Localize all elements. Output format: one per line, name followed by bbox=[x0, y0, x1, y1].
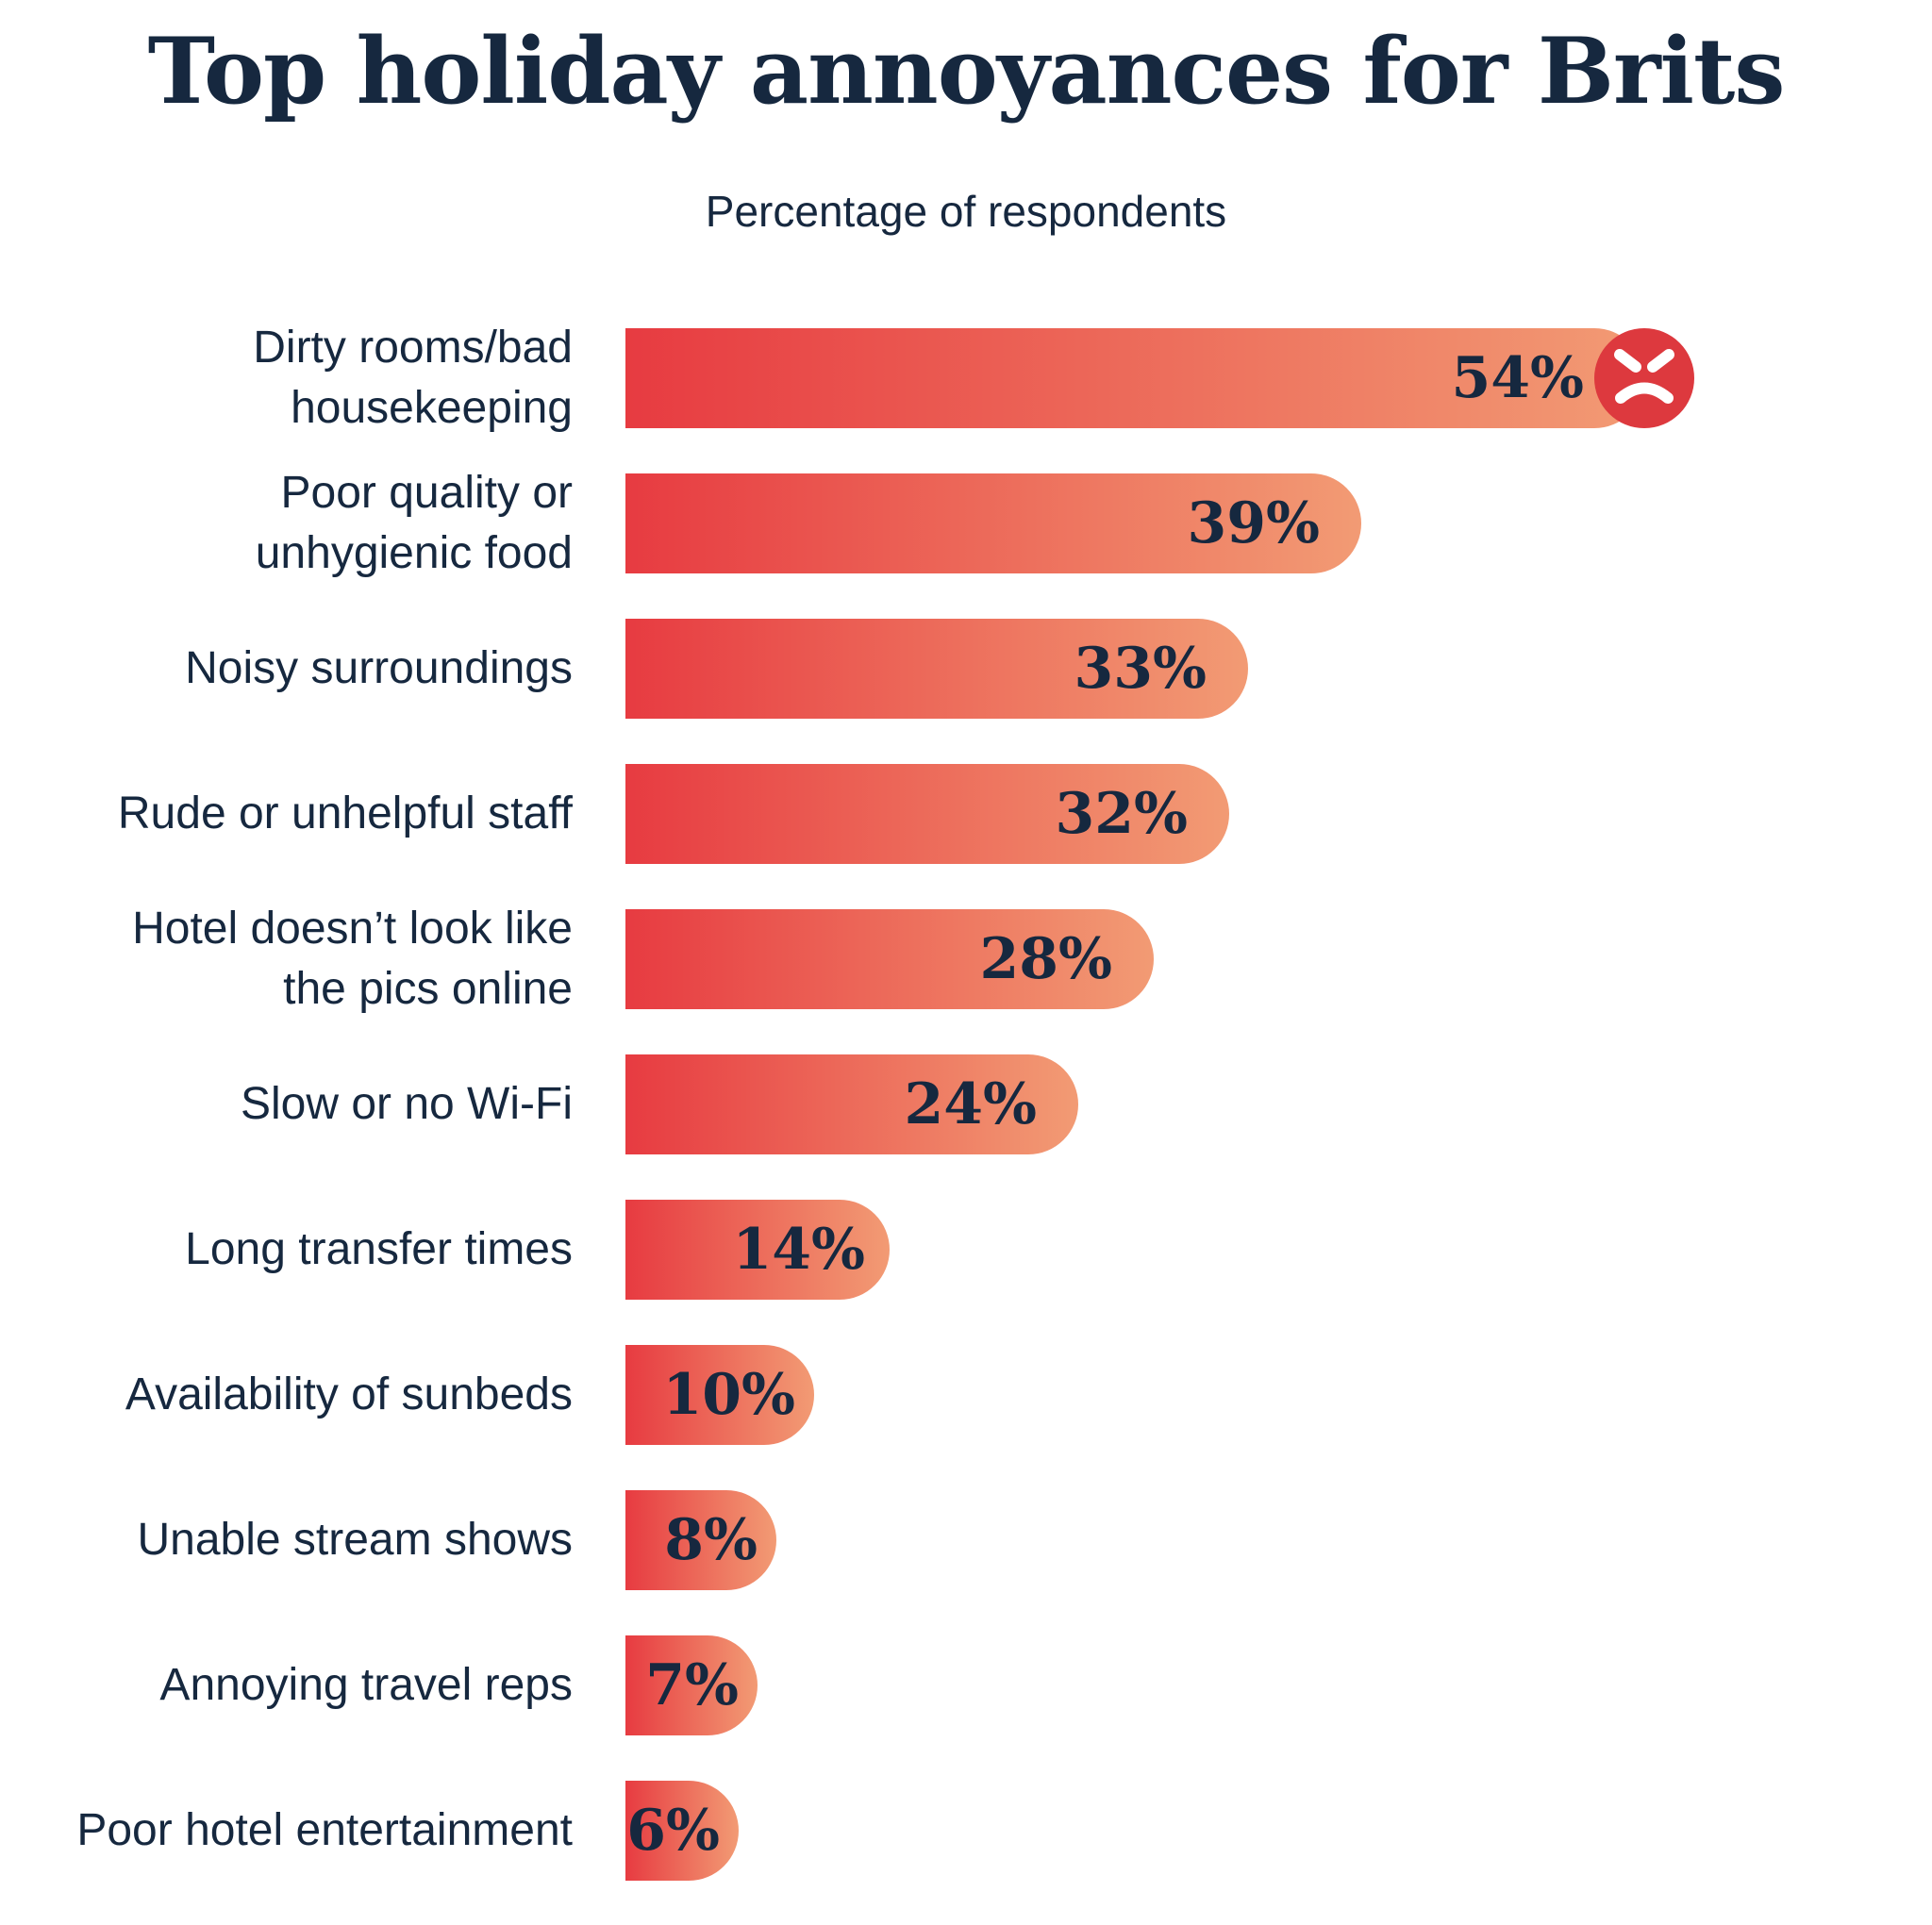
category-label: Availability of sunbeds bbox=[125, 1369, 573, 1420]
bar: 33% bbox=[625, 619, 1248, 720]
bar-track: 39% bbox=[625, 473, 1932, 574]
value-label: 54% bbox=[1451, 345, 1584, 412]
angry-face-icon bbox=[1594, 328, 1694, 429]
chart-row: Annoying travel reps 7% bbox=[0, 1635, 1932, 1736]
bar-track: 54% bbox=[625, 328, 1932, 429]
chart-row: Dirty rooms/bad housekeeping 54% bbox=[0, 323, 1932, 433]
bar: 14% bbox=[625, 1200, 890, 1301]
chart-row: Long transfer times 14% bbox=[0, 1200, 1932, 1301]
chart-row: Poor quality or unhygienic food 39% bbox=[0, 468, 1932, 578]
value-label: 33% bbox=[1074, 636, 1207, 703]
chart-row: Poor hotel entertainment 6% bbox=[0, 1781, 1932, 1882]
bar: 24% bbox=[625, 1054, 1078, 1155]
category-label: Unable stream shows bbox=[137, 1515, 573, 1566]
bar-track: 24% bbox=[625, 1054, 1932, 1155]
value-label: 10% bbox=[662, 1362, 795, 1429]
bar-track: 10% bbox=[625, 1345, 1932, 1446]
chart-row: Hotel doesn’t look like the pics online … bbox=[0, 904, 1932, 1014]
category-label: Slow or no Wi-Fi bbox=[240, 1079, 573, 1130]
value-label: 32% bbox=[1055, 781, 1188, 848]
bar-track: 7% bbox=[625, 1635, 1932, 1736]
value-label: 14% bbox=[732, 1217, 865, 1284]
value-label: 7% bbox=[645, 1652, 739, 1719]
bar: 6% bbox=[625, 1781, 739, 1882]
value-label: 39% bbox=[1187, 490, 1320, 557]
value-label: 6% bbox=[626, 1798, 720, 1865]
bar: 32% bbox=[625, 764, 1229, 865]
category-label: Rude or unhelpful staff bbox=[117, 788, 573, 839]
value-label: 24% bbox=[904, 1071, 1037, 1138]
category-label: Hotel doesn’t look like the pics online bbox=[132, 904, 573, 1015]
category-label: Dirty rooms/bad housekeeping bbox=[253, 323, 573, 434]
bar: 7% bbox=[625, 1635, 758, 1736]
value-label: 8% bbox=[664, 1507, 758, 1574]
bar-track: 33% bbox=[625, 619, 1932, 720]
category-label: Poor hotel entertainment bbox=[76, 1805, 573, 1856]
bar: 54% bbox=[625, 328, 1694, 429]
bar: 39% bbox=[625, 473, 1361, 574]
bar-track: 8% bbox=[625, 1490, 1932, 1591]
bar: 8% bbox=[625, 1490, 776, 1591]
page-title: Top holiday annoyances for Brits bbox=[147, 18, 1786, 124]
category-label: Annoying travel reps bbox=[159, 1660, 573, 1711]
chart-row: Noisy surroundings 33% bbox=[0, 619, 1932, 720]
category-label: Long transfer times bbox=[185, 1224, 573, 1275]
bar-chart: Dirty rooms/bad housekeeping 54% Poor qu… bbox=[0, 323, 1932, 1882]
chart-row: Slow or no Wi-Fi 24% bbox=[0, 1054, 1932, 1155]
infographic-page: { "title": "Top holiday annoyances for B… bbox=[0, 19, 1932, 1925]
value-label: 28% bbox=[979, 926, 1112, 993]
category-label: Noisy surroundings bbox=[185, 643, 573, 694]
chart-row: Availability of sunbeds 10% bbox=[0, 1345, 1932, 1446]
bar: 28% bbox=[625, 909, 1154, 1010]
chart-row: Rude or unhelpful staff 32% bbox=[0, 764, 1932, 865]
bar: 10% bbox=[625, 1345, 814, 1446]
bar-track: 14% bbox=[625, 1200, 1932, 1301]
page-subtitle: Percentage of respondents bbox=[705, 187, 1227, 237]
bar-track: 32% bbox=[625, 764, 1932, 865]
category-label: Poor quality or unhygienic food bbox=[255, 468, 573, 579]
bar-track: 28% bbox=[625, 909, 1932, 1010]
bar-track: 6% bbox=[625, 1781, 1932, 1882]
chart-row: Unable stream shows 8% bbox=[0, 1490, 1932, 1591]
